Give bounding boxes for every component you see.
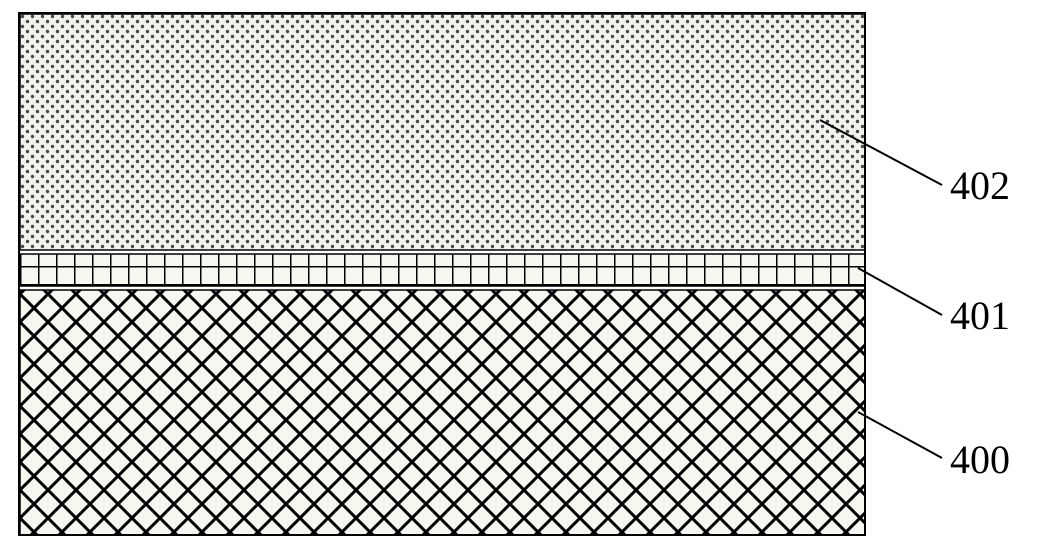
label-402: 402 [950, 162, 1010, 209]
layer-stack [18, 12, 866, 536]
layer-stack-svg [20, 14, 864, 534]
figure-canvas: 402 401 400 [0, 0, 1054, 547]
label-401: 401 [950, 292, 1010, 339]
label-400: 400 [950, 436, 1010, 483]
layer-top [20, 14, 864, 250]
layer-middle [20, 254, 864, 286]
layer-bottom [20, 290, 864, 534]
